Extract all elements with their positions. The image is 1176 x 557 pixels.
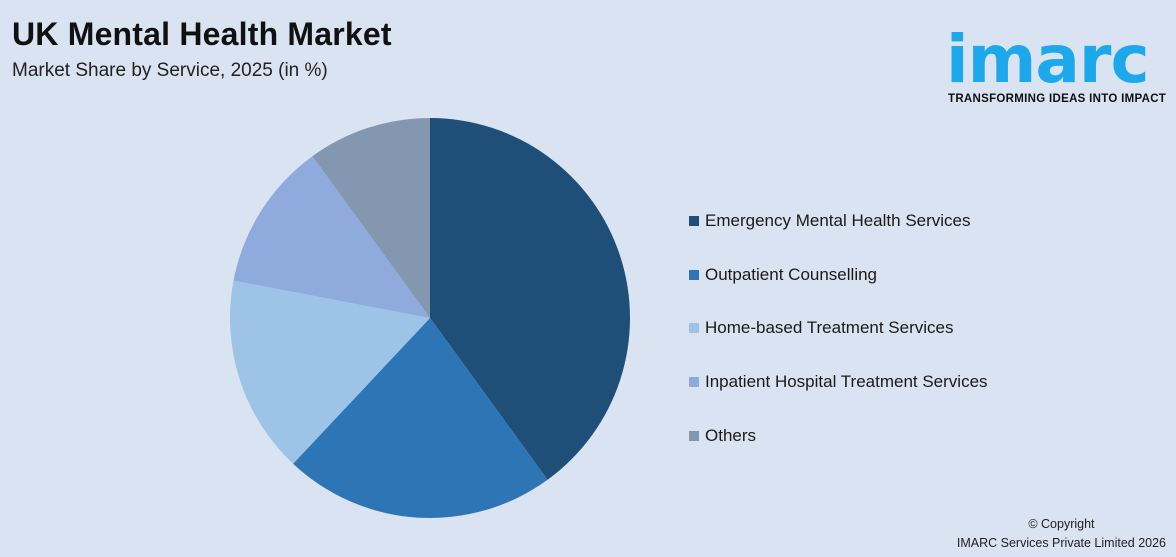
legend-item: Outpatient Counselling <box>689 264 988 286</box>
pie-slice <box>233 156 430 318</box>
legend-item: Home-based Treatment Services <box>689 317 988 339</box>
pie-slice <box>430 118 630 480</box>
pie-slice <box>312 118 430 318</box>
logo-tagline: TRANSFORMING IDEAS INTO IMPACT <box>948 93 1167 105</box>
copyright-line: © Copyright <box>1028 517 1095 531</box>
legend-label: Outpatient Counselling <box>705 264 878 284</box>
legend-item: Inpatient Hospital Treatment Services <box>689 371 988 393</box>
pie-chart <box>230 118 630 518</box>
legend-label: Emergency Mental Health Services <box>705 211 971 230</box>
legend-label: Others <box>705 425 757 445</box>
copyright-notice: © Copyright IMARC Services Private Limit… <box>957 515 1166 553</box>
pie-slice <box>230 280 430 464</box>
legend-swatch <box>689 430 699 441</box>
legend-label: Inpatient Hospital Treatment Services <box>705 372 988 392</box>
legend-swatch <box>689 377 699 388</box>
legend-label: Home-based Treatment Services <box>705 318 954 338</box>
legend-swatch <box>689 269 699 280</box>
chart-subtitle: Market Share by Service, 2025 (in %) <box>12 60 328 81</box>
chart-title: UK Mental Health Market <box>12 16 392 52</box>
imarc-logo: imarc TRANSFORMING IDEAS INTO IMPACT <box>946 12 1172 108</box>
copyright-line: IMARC Services Private Limited 2026 <box>956 536 1166 550</box>
logo-wordmark: imarc <box>946 21 1150 98</box>
legend-swatch <box>689 216 699 226</box>
legend-swatch <box>689 323 699 334</box>
legend-item: Emergency Mental Health Services <box>689 210 988 232</box>
chart-legend: Emergency Mental Health Services Outpati… <box>689 210 988 478</box>
legend-item: Others <box>689 425 988 447</box>
pie-slice <box>293 318 548 518</box>
